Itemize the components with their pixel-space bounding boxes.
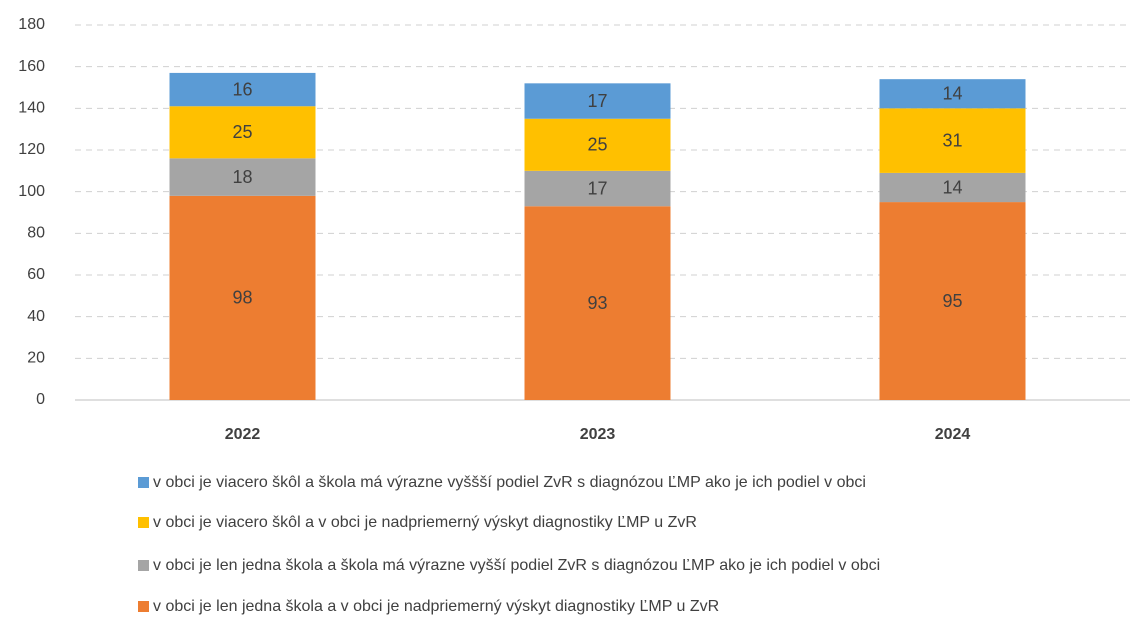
x-tick-label: 2023: [580, 426, 616, 443]
y-tick-label: 20: [27, 350, 45, 367]
bar-segment: [524, 206, 671, 400]
bar-segment: [524, 118, 671, 171]
bar-segment: [169, 106, 316, 159]
bar-segment: [169, 158, 316, 196]
bar-segment: [879, 108, 1026, 173]
bar-segment: [879, 79, 1026, 109]
data-label: 25: [232, 122, 252, 142]
legend-swatch: [138, 601, 149, 612]
y-tick-label: 40: [27, 308, 45, 325]
data-label: 14: [942, 177, 962, 197]
y-tick-label: 60: [27, 266, 45, 283]
y-tick-label: 0: [36, 391, 45, 408]
legend-swatch: [138, 477, 149, 488]
bar-segment: [879, 172, 1026, 203]
bar-segment: [879, 202, 1026, 400]
y-tick-label: 180: [18, 16, 45, 33]
data-label: 18: [232, 167, 252, 187]
data-label: 31: [942, 130, 962, 150]
data-label: 98: [232, 288, 252, 308]
data-label: 17: [587, 178, 607, 198]
legend-swatch: [138, 517, 149, 528]
y-tick-label: 80: [27, 225, 45, 242]
legend-swatch: [138, 560, 149, 571]
data-label: 25: [587, 135, 607, 155]
data-label: 93: [587, 293, 607, 313]
data-label: 95: [942, 291, 962, 311]
data-label: 14: [942, 84, 962, 104]
bar-segment: [169, 195, 316, 400]
legend-label: v obci je viacero škôl a v obci je nadpr…: [153, 514, 697, 531]
y-tick-label: 120: [18, 141, 45, 158]
bar-segment: [524, 83, 671, 119]
data-label: 16: [232, 79, 252, 99]
bar-segment: [169, 72, 316, 107]
data-label: 17: [587, 91, 607, 111]
y-tick-label: 160: [18, 58, 45, 75]
x-tick-label: 2024: [935, 426, 971, 443]
bar-segment: [524, 170, 671, 207]
x-tick-label: 2022: [225, 426, 261, 443]
y-tick-label: 100: [18, 183, 45, 200]
y-tick-label: 140: [18, 100, 45, 117]
legend-label: v obci je len jedna škola a škola má výr…: [153, 557, 880, 574]
legend-label: v obci je viacero škôl a škola má výrazn…: [153, 474, 866, 491]
legend-label: v obci je len jedna škola a v obci je na…: [153, 598, 719, 615]
